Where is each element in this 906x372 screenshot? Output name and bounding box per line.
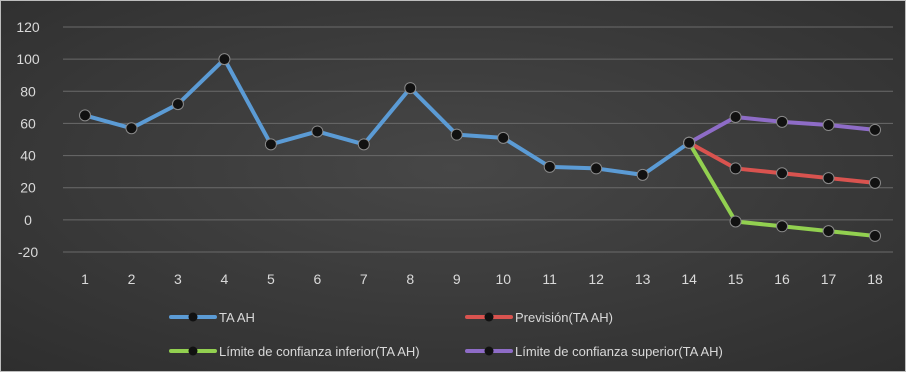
x-tick-label: 12 [588,271,604,287]
y-axis-tick-labels: 120 100 80 60 40 20 0 -20 [16,19,40,260]
x-tick-label: 10 [495,271,511,287]
y-tick-label: 20 [20,180,36,196]
data-point-marker [125,122,138,135]
data-point-marker [79,109,91,122]
data-point-marker [218,53,231,66]
x-tick-label: 14 [681,271,697,287]
x-tick-label: 1 [81,271,89,287]
x-tick-label: 18 [867,271,883,287]
series-line-1 [83,57,692,177]
data-point-marker [543,160,556,173]
data-point-marker [776,115,789,128]
data-point-marker [171,98,184,111]
data-point-marker [450,128,463,141]
data-point-marker [776,167,789,180]
legend: TA AH Previsión(TA AH) Límite de confianza… [169,310,723,359]
x-axis-tick-labels: 1 2 3 4 5 6 7 8 9 10 11 12 13 14 15 16 17 18 [81,271,883,287]
data-point-marker [404,82,417,95]
data-point-marker [683,136,696,149]
data-point-marker [357,138,370,151]
x-tick-label: 2 [128,271,136,287]
legend-entry: Previsión(TA AH) [465,310,613,325]
y-tick-label: 100 [16,51,40,67]
data-point-marker [822,119,835,132]
data-point-marker [636,168,649,181]
data-point-marker [264,138,277,151]
data-point-marker [822,225,835,238]
x-tick-label: 16 [774,271,790,287]
legend-label: TA AH [219,310,255,325]
legend-marker [484,312,494,322]
y-tick-label: 80 [20,83,36,99]
y-tick-label: 120 [16,19,40,35]
x-tick-label: 5 [267,271,275,287]
data-point-marker [776,220,789,233]
data-point-marker [729,111,742,123]
legend-entry: Límite de confianza inferior(TA AH) [169,344,420,359]
legend-label: Límite de confianza superior(TA AH) [515,344,723,359]
data-point-marker [869,176,881,189]
series-markers [79,53,881,242]
legend-label: Previsión(TA AH) [515,310,613,325]
data-point-marker [729,215,742,228]
y-tick-label: 0 [24,212,32,228]
legend-marker [188,346,198,356]
x-tick-label: 9 [453,271,461,287]
x-tick-label: 7 [360,271,368,287]
data-point-marker [590,162,603,175]
data-point-marker [869,123,881,136]
x-tick-label: 4 [221,271,229,287]
legend-marker [484,346,494,356]
data-point-marker [869,229,881,242]
x-tick-label: 15 [728,271,744,287]
legend-label: Límite de confianza inferior(TA AH) [219,344,420,359]
legend-marker [188,312,198,322]
x-tick-label: 8 [406,271,414,287]
x-tick-label: 11 [542,271,557,287]
x-tick-label: 13 [635,271,651,287]
legend-entry: TA AH [169,310,255,325]
y-tick-label: 40 [20,148,36,164]
x-tick-label: 6 [313,271,321,287]
y-tick-label: -20 [18,244,38,260]
gridlines [63,26,893,253]
data-point-marker [497,131,510,144]
y-tick-label: 60 [20,115,36,131]
x-tick-label: 3 [174,271,182,287]
x-tick-label: 17 [821,271,837,287]
data-point-marker [822,172,835,185]
data-point-marker [729,162,742,175]
data-point-marker [311,125,324,138]
legend-entry: Límite de confianza superior(TA AH) [465,344,723,359]
